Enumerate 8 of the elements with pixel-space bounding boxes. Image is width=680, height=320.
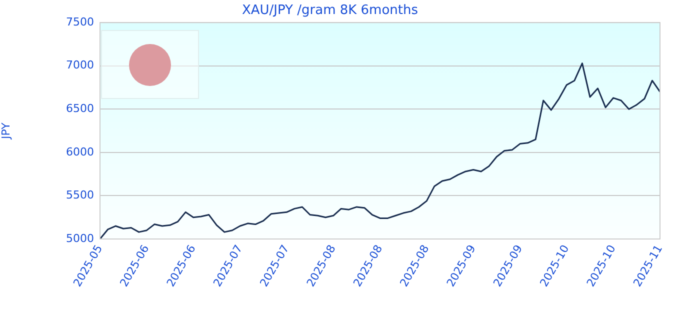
y-tick-label: 7000 xyxy=(66,58,94,72)
y-axis-title: JPY xyxy=(0,122,12,140)
chart-title: XAU/JPY /gram 8K 6months xyxy=(242,3,418,18)
y-tick-label: 5500 xyxy=(66,188,94,202)
y-tick-label: 5000 xyxy=(66,232,94,245)
y-tick-label: 6000 xyxy=(66,145,94,158)
y-tick-label: 7500 xyxy=(66,15,94,28)
y-tick-label: 6500 xyxy=(66,102,94,116)
